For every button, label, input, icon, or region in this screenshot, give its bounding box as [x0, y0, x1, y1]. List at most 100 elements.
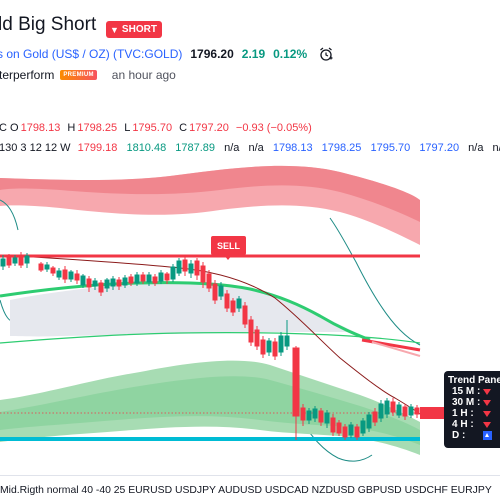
short-badge: ▼ SHORT: [106, 21, 162, 38]
candle: [176, 258, 182, 276]
legend-prefix: C: [0, 122, 7, 134]
indicator-params: 130 3 12 12 W: [0, 142, 71, 154]
candle: [152, 274, 158, 286]
indicator-value-4: 1798.13: [272, 142, 313, 154]
indicator-value-6: 1795.70: [370, 142, 411, 154]
trend-row-d: D :: [448, 430, 500, 441]
trend-row-label: 30 M :: [452, 397, 481, 408]
candle: [56, 268, 62, 280]
indicator-na-1: n/a: [224, 142, 240, 154]
price-change: 2.19: [241, 47, 266, 61]
candle: [236, 296, 242, 312]
idea-header: ld Big Short ▼ SHORT s on Gold (US$ / OZ…: [0, 0, 500, 110]
candle: [254, 326, 260, 350]
candle: [312, 406, 318, 422]
legend-close: 1797.20: [189, 122, 229, 134]
red-converging-line-2: [371, 341, 421, 357]
candle: [212, 280, 218, 304]
legend-close-label: C: [179, 122, 188, 134]
sell-signal-label: SELL: [211, 236, 246, 260]
arrow-down-icon: [483, 410, 491, 417]
author-name[interactable]: terperform: [0, 68, 55, 82]
candle: [360, 418, 366, 436]
trend-row-label: 4 H :: [452, 419, 474, 430]
indicator-na-3: n/a: [468, 142, 484, 154]
candle: [408, 404, 414, 418]
mid-gray-area: [10, 281, 355, 337]
arrow-down-icon: [483, 388, 491, 395]
candle: [306, 408, 312, 424]
idea-title: ld Big Short: [0, 14, 97, 35]
price-chart[interactable]: [0, 160, 445, 470]
trend-row-15m: 15 M :: [448, 386, 500, 397]
symbol-row: s on Gold (US$ / OZ) (TVC:GOLD) 1796.20 …: [0, 46, 334, 62]
trend-panel-title: Trend Panel: [448, 375, 500, 386]
alarm-clock-icon[interactable]: [318, 46, 334, 62]
candle: [188, 260, 194, 278]
ohlc-legend: C O 1798.13 H 1798.25 L 1795.70 C 1797.20 −0…: [0, 122, 312, 134]
indicator-value-1: 1799.18: [77, 142, 118, 154]
indicator-value-5: 1798.25: [321, 142, 362, 154]
candle: [230, 298, 236, 316]
candle: [38, 262, 44, 272]
trend-row-30m: 30 M :: [448, 397, 500, 408]
legend-open-label: O: [10, 122, 19, 134]
indicator-na-2: n/a: [248, 142, 264, 154]
candle: [74, 270, 80, 284]
candle: [116, 277, 122, 290]
upper-red-band-inner: [0, 165, 420, 222]
candle: [330, 414, 336, 436]
arrow-up-icon: [483, 431, 492, 440]
candle: [18, 252, 24, 268]
trend-row-label: 1 H :: [452, 408, 474, 419]
candle: [98, 280, 104, 296]
candle: [44, 262, 50, 272]
candle: [278, 332, 284, 356]
candle: [50, 266, 56, 276]
trend-row-label: D :: [452, 430, 466, 441]
red-converging-line-1: [361, 338, 421, 352]
candles: [0, 252, 420, 440]
teal-envelope-upper: [0, 199, 421, 346]
symbol-link[interactable]: s on Gold (US$ / OZ) (TVC:GOLD): [0, 47, 183, 61]
candle: [390, 398, 396, 416]
arrow-down-icon: ▼: [110, 24, 119, 35]
candle: [110, 276, 116, 290]
candle: [194, 258, 200, 280]
lower-green-band-inner: [0, 376, 420, 445]
candle: [68, 270, 74, 282]
candle: [266, 338, 272, 356]
candle: [224, 290, 230, 312]
candle: [260, 336, 266, 358]
legend-change: −0.93 (−0.05%): [235, 122, 312, 134]
short-badge-label: SHORT: [121, 24, 157, 35]
candle: [324, 410, 330, 428]
price-change-percent: 0.12%: [273, 47, 308, 61]
candle: [384, 398, 390, 418]
footer-bar: [0, 475, 500, 500]
arrow-down-icon: [483, 399, 491, 406]
candle: [158, 270, 164, 284]
candle: [342, 424, 348, 440]
candle: [218, 282, 224, 300]
trend-row-1h: 1 H :: [448, 408, 500, 419]
candle: [242, 302, 248, 328]
candle: [164, 272, 170, 284]
last-price-axis-tag: [420, 407, 445, 419]
candle: [80, 274, 86, 288]
candle: [140, 272, 146, 284]
candle: [24, 253, 30, 268]
trend-panel: Trend Panel 15 M : 30 M : 1 H : 4 H : D …: [444, 371, 500, 448]
candle: [248, 316, 254, 346]
candle: [6, 254, 12, 268]
trend-row-label: 15 M :: [452, 386, 481, 397]
footer-indicator-settings: Mid.Rigth normal 40 -40 25 EURUSD USDJPY…: [0, 485, 492, 496]
legend-low-label: L: [124, 122, 131, 134]
candle: [206, 270, 212, 292]
candle: [272, 338, 278, 360]
candle: [378, 400, 384, 422]
candle: [128, 274, 134, 286]
premium-badge: PREMIUM: [60, 70, 97, 80]
candle: [318, 408, 324, 426]
arrow-down-icon: [483, 421, 491, 428]
